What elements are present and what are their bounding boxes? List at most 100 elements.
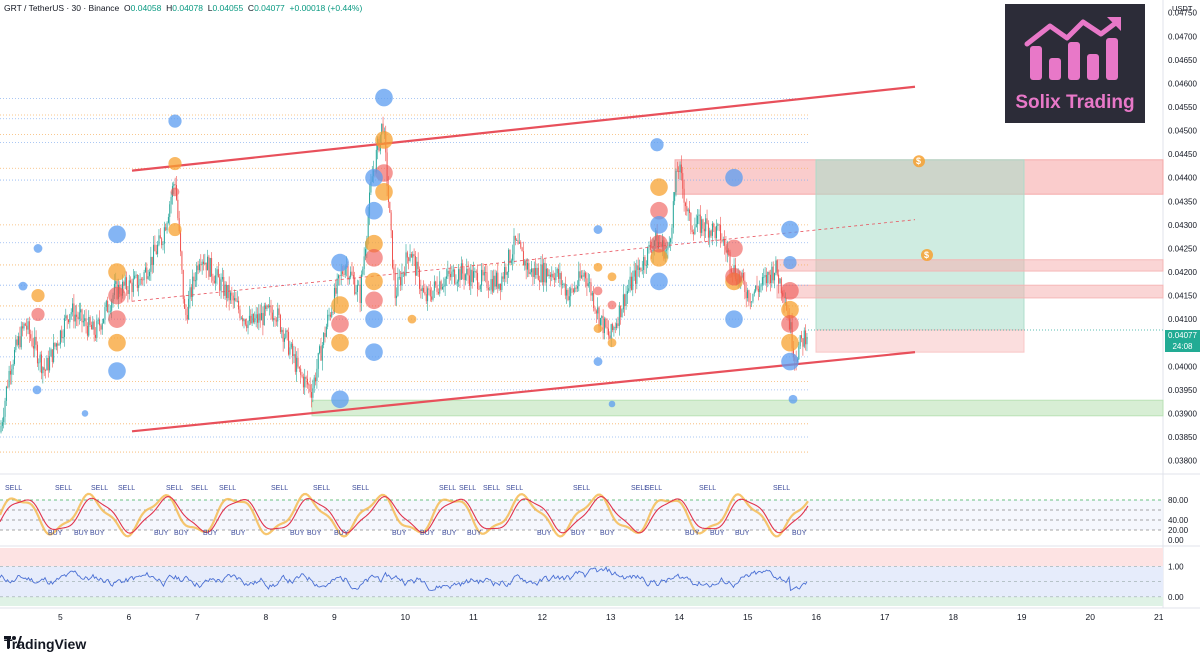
candle-body: [593, 292, 595, 308]
candle-body: [221, 277, 223, 280]
stoch-buy-signal: BUY: [571, 530, 586, 537]
candle-body: [585, 272, 587, 279]
candle-body: [166, 222, 168, 231]
osc-tick-label: 0.00: [1168, 593, 1184, 602]
candle-body: [190, 287, 192, 297]
price-tick-label: 0.04600: [1168, 79, 1197, 88]
candle-body: [70, 312, 72, 315]
candle-body: [158, 235, 160, 245]
stoch-buy-signal: BUY: [467, 530, 482, 537]
stoch-buy-signal: BUY: [600, 530, 615, 537]
candle-body: [516, 240, 518, 242]
candle-body: [616, 323, 618, 328]
candle-body: [514, 235, 516, 241]
time-tick-label: 20: [1086, 612, 1096, 622]
stoch-sell-signal: SELL: [631, 485, 648, 492]
candle-body: [204, 262, 206, 264]
candle-body: [798, 346, 800, 360]
candle-body: [86, 326, 88, 336]
stoch-sell-signal: SELL: [118, 485, 135, 492]
candle-body: [711, 223, 713, 236]
candle-body: [493, 275, 495, 292]
candle-body: [216, 269, 218, 276]
candle-body: [598, 307, 600, 327]
buy-marker: [783, 255, 797, 270]
candle-body: [718, 224, 720, 226]
candle-body: [73, 303, 75, 322]
candle-body: [4, 400, 6, 417]
candle-body: [99, 319, 101, 326]
candle-body: [753, 291, 755, 294]
candle-body: [485, 272, 487, 273]
candle-body: [144, 267, 146, 273]
candle-body: [103, 318, 105, 324]
last-price-tag: 0.04077 24:08: [1165, 330, 1200, 352]
stoch-sell-signal: SELL: [219, 485, 236, 492]
stoch-tick-label: 40.00: [1168, 516, 1189, 525]
candle-body: [605, 318, 607, 328]
candle-body: [205, 262, 207, 271]
candle-body: [18, 336, 20, 345]
candle-body: [608, 328, 609, 336]
candle-body: [454, 269, 456, 284]
candle-body: [197, 265, 199, 271]
stoch-buy-signal: BUY: [392, 530, 407, 537]
candle-body: [621, 309, 623, 318]
candle-body: [186, 315, 188, 320]
stoch-buy-signal: BUY: [174, 530, 189, 537]
candle-body: [35, 336, 37, 345]
candle-body: [115, 281, 117, 284]
candle-body: [606, 327, 608, 329]
stoch-k-line: [0, 492, 809, 538]
candle-body: [458, 269, 460, 282]
buy-marker: [108, 362, 126, 380]
sell-marker-red: [781, 315, 799, 333]
buy-marker: [365, 168, 383, 187]
candle-body: [356, 284, 358, 293]
price-tick-label: 0.04400: [1168, 174, 1197, 183]
candle-body: [412, 254, 414, 258]
candle-body: [547, 268, 549, 277]
stoch-sell-signal: SELL: [573, 485, 590, 492]
candle-body: [494, 275, 496, 287]
candle-body: [491, 279, 493, 292]
price-tick-label: 0.04700: [1168, 32, 1197, 41]
candle-body: [258, 313, 260, 323]
price-tick-label: 0.04150: [1168, 292, 1197, 301]
time-tick-label: 13: [606, 612, 616, 622]
candle-body: [63, 318, 65, 338]
candle-body: [169, 204, 171, 218]
candle-body: [30, 334, 32, 339]
sell-marker-red: [607, 300, 617, 310]
candle-body: [242, 317, 244, 322]
stoch-buy-signal: BUY: [90, 530, 105, 537]
candle-body: [687, 209, 689, 212]
time-tick-label: 12: [538, 612, 548, 622]
candle-body: [161, 238, 163, 246]
symbol-title[interactable]: GRT / TetherUS · 30 · Binance: [4, 3, 120, 13]
candle-body: [610, 324, 612, 339]
candle-body: [674, 192, 676, 202]
resistance-band-2: [776, 284, 1164, 299]
candle-body: [311, 392, 312, 398]
candle-body: [219, 277, 221, 291]
candle-body: [185, 308, 187, 316]
candle-body: [721, 240, 723, 242]
tradingview-branding[interactable]: TradingView: [4, 636, 86, 652]
candle-body: [339, 275, 341, 277]
candle-body: [717, 224, 719, 226]
candle-body: [701, 219, 703, 233]
candle-body: [532, 268, 534, 278]
candle-body: [153, 244, 155, 265]
candle-body: [126, 277, 128, 290]
candle-body: [590, 282, 592, 296]
candle-body: [301, 374, 303, 377]
candle-body: [622, 294, 624, 310]
bar-countdown: 24:08: [1172, 342, 1193, 351]
candle-body: [263, 305, 265, 326]
candle-body: [177, 199, 179, 219]
candle-body: [720, 224, 722, 241]
candle-body: [11, 369, 13, 375]
candle-body: [541, 264, 543, 283]
